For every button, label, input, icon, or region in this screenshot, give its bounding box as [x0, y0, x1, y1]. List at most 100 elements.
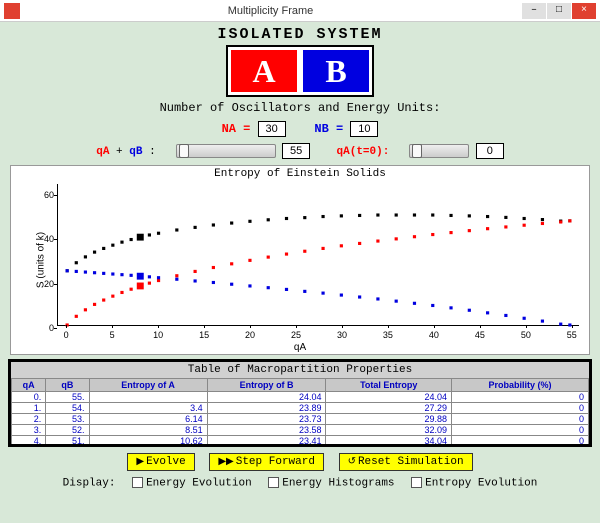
qb-label: qB: [129, 146, 142, 158]
control-buttons: ▶Evolve ▶▶Step Forward ↺Reset Simulation: [0, 453, 600, 471]
table-cell: 23.73: [207, 414, 326, 425]
xtick-label: 30: [337, 330, 347, 340]
qa-t0-label: qA(t=0):: [337, 146, 390, 158]
table-cell: 55.: [46, 392, 89, 403]
table-header: Entropy of A: [89, 379, 207, 392]
table-cell: 52.: [46, 425, 89, 436]
reset-button[interactable]: ↺Reset Simulation: [339, 453, 473, 471]
nb-input[interactable]: 10: [350, 121, 378, 137]
table-cell: 4.: [12, 436, 46, 447]
q-total-slider[interactable]: [176, 144, 276, 158]
table-cell: 54.: [46, 403, 89, 414]
table-cell: 24.04: [326, 392, 452, 403]
table-header: qA: [12, 379, 46, 392]
table-cell: 0: [452, 403, 589, 414]
app-icon: [4, 3, 20, 19]
xtick-label: 20: [245, 330, 255, 340]
table-cell: 0.: [12, 392, 46, 403]
xtick-label: 5: [110, 330, 115, 340]
energy-histograms-label: Energy Histograms: [282, 477, 394, 489]
entropy-evolution-label: Entropy Evolution: [425, 477, 537, 489]
qa-t0-slider[interactable]: [409, 144, 469, 158]
macropartition-table: qAqBEntropy of AEntropy of BTotal Entrop…: [11, 378, 589, 447]
xtick-label: 50: [521, 330, 531, 340]
step-icon: ▶▶: [218, 456, 233, 467]
xtick-label: 35: [383, 330, 393, 340]
table-cell: 0: [452, 425, 589, 436]
table-cell: 8.51: [89, 425, 207, 436]
chart-title: Entropy of Einstein Solids: [11, 166, 589, 182]
xtick-label: 25: [291, 330, 301, 340]
page-title: ISOLATED SYSTEM: [0, 26, 600, 43]
reset-label: Reset Simulation: [358, 456, 464, 468]
header: ISOLATED SYSTEM A B Number of Oscillator…: [0, 22, 600, 117]
ytick-label: 20: [39, 279, 54, 289]
play-icon: ▶: [136, 456, 144, 467]
table-cell: 29.88: [326, 414, 452, 425]
table-row: 4.51.10.6223.4134.040: [12, 436, 589, 447]
table-header: Probability (%): [452, 379, 589, 392]
minimize-button[interactable]: –: [522, 3, 546, 19]
xtick-label: 40: [429, 330, 439, 340]
table-cell: 0: [452, 436, 589, 447]
q-total-input[interactable]: 55: [282, 143, 310, 159]
colon-label: :: [149, 146, 156, 158]
window-title: Multiplicity Frame: [20, 5, 521, 17]
entropy-evolution-checkbox[interactable]: [411, 477, 422, 488]
xtick-label: 15: [199, 330, 209, 340]
table-cell: 0: [452, 414, 589, 425]
qa-t0-input[interactable]: 0: [476, 143, 504, 159]
table-header: Entropy of B: [207, 379, 326, 392]
table-cell: 2.: [12, 414, 46, 425]
table-cell: 53.: [46, 414, 89, 425]
table-row: 0.55.24.0424.040: [12, 392, 589, 403]
plus-label: +: [116, 146, 123, 158]
table-title: Table of Macropartition Properties: [11, 362, 589, 378]
slider-thumb[interactable]: [179, 144, 189, 158]
xtick-label: 0: [64, 330, 69, 340]
table-cell: 23.41: [207, 436, 326, 447]
window-titlebar: Multiplicity Frame – □ ×: [0, 0, 600, 22]
reset-icon: ↺: [348, 456, 356, 467]
table-header: qB: [46, 379, 89, 392]
energy-evolution-label: Energy Evolution: [146, 477, 252, 489]
table-cell: 24.04: [207, 392, 326, 403]
table-cell: [89, 392, 207, 403]
xtick-label: 10: [153, 330, 163, 340]
table-cell: 0: [452, 392, 589, 403]
plot-area: [57, 184, 579, 326]
table-cell: 34.04: [326, 436, 452, 447]
table-cell: 23.58: [207, 425, 326, 436]
display-label: Display:: [63, 477, 116, 489]
ytick-label: 60: [39, 190, 54, 200]
step-forward-button[interactable]: ▶▶Step Forward: [209, 453, 324, 471]
energy-evolution-checkbox[interactable]: [132, 477, 143, 488]
evolve-button[interactable]: ▶Evolve: [127, 453, 194, 471]
table-cell: 23.89: [207, 403, 326, 414]
table-cell: 6.14: [89, 414, 207, 425]
block-b: B: [303, 50, 369, 92]
block-a: A: [231, 50, 297, 92]
table-cell: 51.: [46, 436, 89, 447]
macropartition-table-panel: Table of Macropartition Properties qAqBE…: [8, 359, 592, 447]
table-cell: 3.: [12, 425, 46, 436]
na-input[interactable]: 30: [258, 121, 286, 137]
ytick-label: 40: [39, 234, 54, 244]
oscillator-params: NA = 30 NB = 10: [0, 121, 600, 137]
table-cell: 3.4: [89, 403, 207, 414]
entropy-chart: Entropy of Einstein Solids S (units of k…: [10, 165, 590, 355]
qa-label: qA: [96, 146, 109, 158]
energy-histograms-checkbox[interactable]: [268, 477, 279, 488]
evolve-label: Evolve: [146, 456, 186, 468]
table-header: Total Entropy: [326, 379, 452, 392]
maximize-button[interactable]: □: [547, 3, 571, 19]
table-cell: 1.: [12, 403, 46, 414]
slider-thumb[interactable]: [412, 144, 422, 158]
table-row: 2.53.6.1423.7329.880: [12, 414, 589, 425]
xtick-label: 55: [567, 330, 577, 340]
subhead-label: Number of Oscillators and Energy Units:: [0, 101, 600, 115]
ytick-label: 0: [39, 323, 54, 333]
nb-label: NB =: [314, 122, 343, 136]
close-button[interactable]: ×: [572, 3, 596, 19]
energy-params: qA + qB : 55 qA(t=0): 0: [0, 143, 600, 159]
